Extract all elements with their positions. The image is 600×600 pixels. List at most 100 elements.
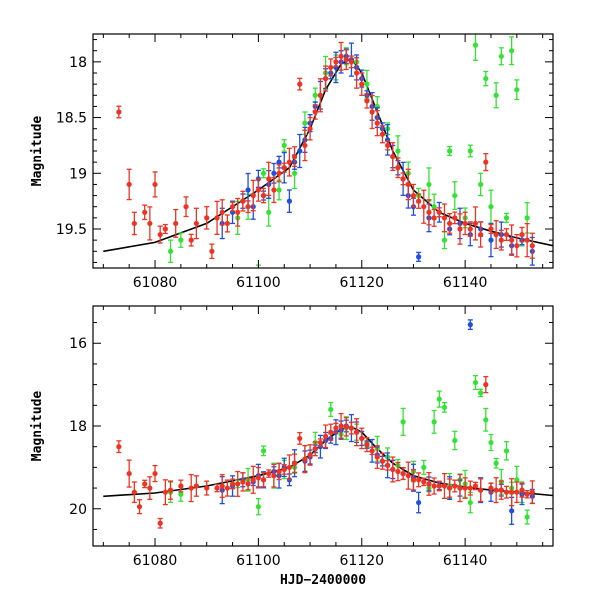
data-point xyxy=(514,79,520,101)
data-point xyxy=(421,189,427,224)
plot-area xyxy=(103,34,553,268)
data-point xyxy=(266,469,272,478)
data-point xyxy=(400,172,406,186)
data-point xyxy=(229,478,236,490)
y-axis: 18 18.5 19 19.5 xyxy=(56,39,553,263)
data-point xyxy=(235,470,241,497)
data-point xyxy=(260,445,267,457)
data-point xyxy=(260,472,267,488)
data-point xyxy=(509,224,515,256)
plot-area xyxy=(103,319,553,529)
data-point xyxy=(136,499,143,515)
data-point xyxy=(142,204,148,221)
data-point xyxy=(514,481,520,504)
data-point xyxy=(173,208,179,238)
data-point xyxy=(338,412,344,440)
y-tick-label: 19 xyxy=(69,166,87,182)
data-point xyxy=(317,438,324,447)
data-point xyxy=(452,181,458,211)
data-point xyxy=(385,459,391,471)
data-point xyxy=(436,390,442,408)
data-point xyxy=(519,482,525,498)
data-point xyxy=(364,93,370,109)
data-point xyxy=(447,478,453,498)
data-point xyxy=(250,465,256,494)
data-point xyxy=(204,206,210,230)
data-point xyxy=(224,214,230,233)
data-point xyxy=(188,473,194,503)
data-point xyxy=(405,168,411,201)
data-point xyxy=(493,220,499,250)
data-point xyxy=(493,477,499,504)
x-tick-label: 61120 xyxy=(339,275,384,291)
x-axis: 61080 61100 61120 61140 xyxy=(102,306,544,569)
data-point xyxy=(188,233,194,247)
data-point xyxy=(255,466,261,489)
data-point xyxy=(441,401,448,413)
data-point xyxy=(488,223,494,235)
data-point xyxy=(281,464,287,475)
data-point xyxy=(441,231,448,250)
series-red xyxy=(116,41,535,260)
x-tick-label: 61140 xyxy=(443,553,488,569)
data-point xyxy=(147,476,153,501)
data-point xyxy=(441,203,448,233)
data-point xyxy=(467,144,473,158)
data-point xyxy=(493,82,499,109)
data-point xyxy=(245,477,251,491)
data-point xyxy=(369,94,375,130)
data-point xyxy=(431,208,437,227)
data-point xyxy=(152,464,158,483)
data-point xyxy=(147,206,153,241)
data-point xyxy=(503,228,510,242)
y-tick-label: 20 xyxy=(69,502,87,518)
data-point xyxy=(447,212,453,234)
x-axis: 61080 61100 61120 61140 xyxy=(102,34,544,291)
data-point xyxy=(131,481,137,504)
data-point xyxy=(483,70,489,87)
data-point xyxy=(410,183,417,208)
data-point xyxy=(390,456,396,483)
data-point xyxy=(302,444,308,474)
data-point xyxy=(405,461,411,490)
data-point xyxy=(472,34,479,61)
data-point xyxy=(214,483,220,493)
data-point xyxy=(131,211,137,236)
data-point xyxy=(441,472,448,500)
data-point xyxy=(142,479,148,489)
data-point xyxy=(379,125,386,144)
data-point xyxy=(503,485,510,499)
data-point xyxy=(452,479,458,493)
data-point xyxy=(498,229,504,251)
y-tick-label: 18 xyxy=(69,419,87,435)
data-point xyxy=(348,55,355,69)
data-point xyxy=(235,197,241,227)
bottom-panel: 61080 61100 61120 61140 16 18 20 Magnitude HJD−2… xyxy=(30,305,554,588)
data-point xyxy=(478,172,484,197)
data-point xyxy=(529,232,535,259)
data-point xyxy=(167,480,174,500)
data-point xyxy=(255,178,261,202)
data-point xyxy=(126,459,132,488)
data-point xyxy=(488,482,494,494)
data-point xyxy=(353,57,360,89)
data-point xyxy=(224,479,230,497)
data-point xyxy=(467,480,473,496)
data-point xyxy=(276,462,282,481)
data-point xyxy=(291,453,298,473)
data-point xyxy=(286,189,293,213)
data-point xyxy=(514,233,520,258)
series-red xyxy=(116,375,535,529)
data-point xyxy=(266,197,272,227)
data-point xyxy=(312,104,318,120)
data-point xyxy=(462,477,468,499)
data-point xyxy=(483,375,489,394)
data-point xyxy=(245,200,251,214)
data-point xyxy=(524,223,530,258)
data-point xyxy=(276,179,282,201)
data-point xyxy=(478,478,484,503)
data-point xyxy=(509,478,515,507)
data-point xyxy=(395,157,401,179)
data-point xyxy=(126,168,132,201)
